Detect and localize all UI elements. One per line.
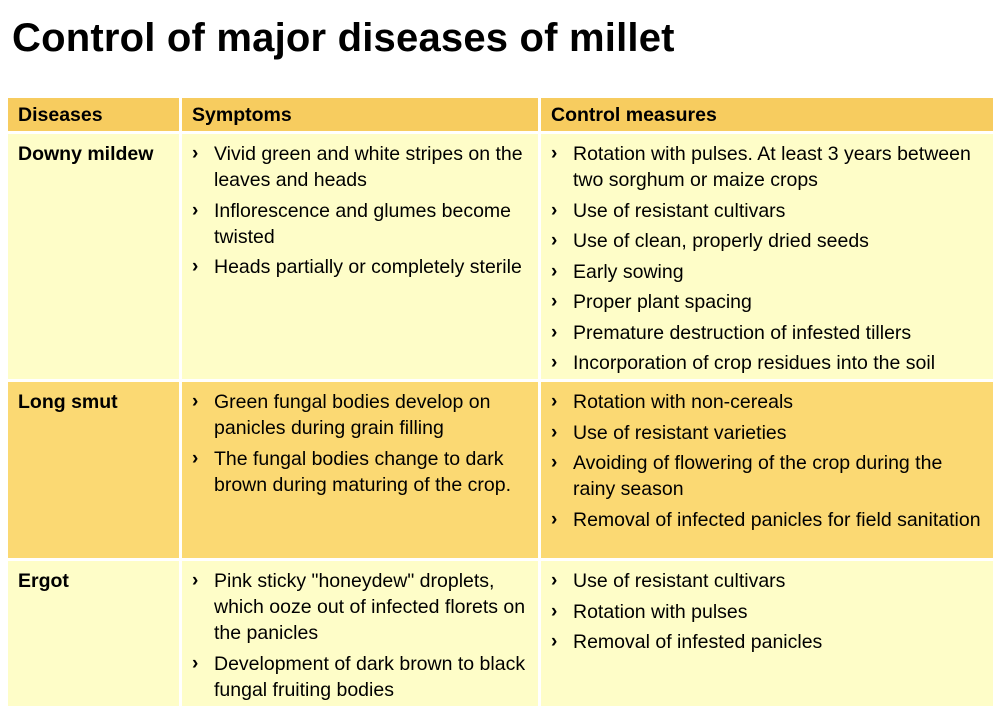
symptom-text: Inflorescence and glumes become twisted	[214, 199, 512, 248]
chevron-right-icon: ›	[551, 421, 558, 443]
control-text: Use of clean, properly dried seeds	[573, 230, 869, 252]
list-item: › Use of resistant cultivars	[551, 198, 987, 224]
control-measures-list: › Rotation with non-cereals › Use of resis…	[551, 389, 987, 533]
list-item: › Incorporation of crop residues into the…	[551, 350, 987, 376]
header-diseases: Diseases	[8, 98, 179, 131]
control-text: Premature destruction of infested tiller…	[573, 321, 912, 344]
list-item: › Removal of infected panicles for field …	[551, 507, 987, 533]
chevron-right-icon: ›	[551, 321, 558, 343]
header-control-measures: Control measures	[541, 98, 993, 131]
chevron-right-icon: ›	[551, 199, 558, 221]
disease-name: Long smut	[8, 382, 179, 558]
chevron-right-icon: ›	[192, 391, 199, 412]
list-item: › Removal of infested panicles	[551, 629, 987, 655]
control-measures-list: › Rotation with pulses. At least 3 years …	[551, 141, 987, 376]
symptoms-list: › Pink sticky "honeydew" droplets, which …	[192, 568, 532, 703]
symptoms-cell: › Pink sticky "honeydew" droplets, which …	[182, 561, 538, 706]
symptom-text: Vivid green and white stripes on the lea…	[214, 143, 523, 191]
chevron-right-icon: ›	[192, 447, 199, 469]
chevron-right-icon: ›	[192, 199, 199, 221]
control-text: Early sowing	[573, 260, 684, 283]
symptom-text: The fungal bodies change to dark brown d…	[214, 447, 511, 496]
disease-control-table: Diseases Symptoms Control measures Downy…	[8, 98, 993, 706]
list-item: › Rotation with pulses	[551, 599, 987, 625]
control-text: Removal of infected panicles for field s…	[573, 508, 981, 531]
list-item: › Use of resistant varieties	[551, 420, 987, 446]
control-text: Use of resistant cultivars	[573, 199, 786, 222]
list-item: › Avoiding of flowering of the crop durin…	[551, 450, 987, 502]
chevron-right-icon: ›	[551, 452, 558, 473]
chevron-right-icon: ›	[551, 391, 558, 412]
control-text: Proper plant spacing	[573, 291, 752, 313]
symptoms-list: › Vivid green and white stripes on the le…	[192, 141, 532, 280]
chevron-right-icon: ›	[192, 256, 199, 277]
chevron-right-icon: ›	[551, 570, 558, 591]
list-item: › Rotation with non-cereals	[551, 389, 987, 415]
list-item: › Pink sticky "honeydew" droplets, which …	[192, 568, 532, 646]
symptoms-list: › Green fungal bodies develop on panicles…	[192, 389, 532, 498]
chevron-right-icon: ›	[551, 352, 558, 373]
symptom-text: Heads partially or completely sterile	[214, 256, 522, 278]
symptoms-cell: › Vivid green and white stripes on the le…	[182, 134, 538, 379]
control-text: Rotation with pulses	[573, 600, 748, 623]
control-measures-cell: › Use of resistant cultivars › Rotation wi…	[541, 561, 993, 706]
chevron-right-icon: ›	[551, 291, 558, 312]
list-item: › Inflorescence and glumes become twisted	[192, 198, 532, 250]
list-item: › Development of dark brown to black fung…	[192, 651, 532, 703]
list-item: › Rotation with pulses. At least 3 years …	[551, 141, 987, 193]
control-text: Avoiding of flowering of the crop during…	[573, 452, 943, 500]
control-measures-list: › Use of resistant cultivars › Rotation wi…	[551, 568, 987, 655]
symptom-text: Development of dark brown to black funga…	[214, 652, 526, 701]
chevron-right-icon: ›	[551, 143, 558, 164]
control-text: Use of resistant varieties	[573, 421, 787, 444]
symptoms-cell: › Green fungal bodies develop on panicles…	[182, 382, 538, 558]
list-item: › Premature destruction of infested tille…	[551, 320, 987, 346]
list-item: › The fungal bodies change to dark brown …	[192, 446, 532, 498]
chevron-right-icon: ›	[192, 143, 199, 164]
control-measures-cell: › Rotation with pulses. At least 3 years …	[541, 134, 993, 379]
list-item: › Heads partially or completely sterile	[192, 254, 532, 280]
chevron-right-icon: ›	[192, 652, 199, 674]
list-item: › Vivid green and white stripes on the le…	[192, 141, 532, 193]
list-item: › Use of resistant cultivars	[551, 568, 987, 594]
control-text: Removal of infested panicles	[573, 631, 823, 653]
chevron-right-icon: ›	[551, 508, 558, 530]
control-text: Rotation with non-cereals	[573, 391, 794, 413]
chevron-right-icon: ›	[551, 631, 558, 652]
list-item: › Proper plant spacing	[551, 289, 987, 315]
disease-name: Downy mildew	[8, 134, 179, 379]
symptom-text: Pink sticky "honeydew" droplets, which o…	[214, 570, 526, 644]
chevron-right-icon: ›	[192, 570, 199, 591]
list-item: › Early sowing	[551, 259, 987, 285]
header-symptoms: Symptoms	[182, 98, 538, 131]
control-text: Use of resistant cultivars	[573, 570, 786, 592]
control-text: Incorporation of crop residues into the …	[573, 352, 936, 374]
symptom-text: Green fungal bodies develop on panicles …	[214, 391, 491, 439]
chevron-right-icon: ›	[551, 260, 558, 282]
page-title: Control of major diseases of millet	[12, 16, 675, 60]
chevron-right-icon: ›	[551, 600, 558, 622]
disease-name: Ergot	[8, 561, 179, 706]
control-text: Rotation with pulses. At least 3 years b…	[573, 143, 971, 191]
chevron-right-icon: ›	[551, 230, 558, 251]
list-item: › Use of clean, properly dried seeds	[551, 228, 987, 254]
list-item: › Green fungal bodies develop on panicles…	[192, 389, 532, 441]
control-measures-cell: › Rotation with non-cereals › Use of resis…	[541, 382, 993, 558]
